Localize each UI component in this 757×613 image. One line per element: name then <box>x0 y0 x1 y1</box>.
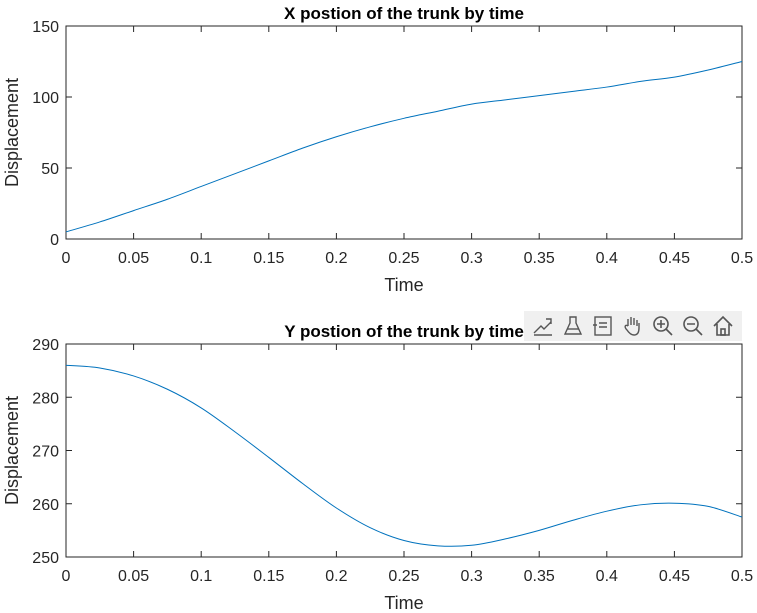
x-tick-label: 0.15 <box>253 568 284 585</box>
zoom-in-icon[interactable] <box>650 313 676 339</box>
series-line <box>65 61 743 233</box>
x-tick-label: 0 <box>62 250 71 267</box>
chart-title: Y postion of the trunk by time <box>284 322 524 341</box>
export-icon[interactable] <box>530 313 556 339</box>
axes-x-position: 0 0.05 0.1 0.15 0.2 0.25 0.3 0.35 0.4 0.45 0.5 0 50 1… <box>2 4 753 295</box>
y-axis-label: Displacement <box>2 78 22 187</box>
y-tick-label: 100 <box>32 90 59 107</box>
x-tick-label: 0.3 <box>460 250 482 267</box>
x-tick-label: 0.15 <box>253 250 284 267</box>
home-icon[interactable] <box>710 313 736 339</box>
y-tick-label: 260 <box>32 497 59 514</box>
x-tick-label: 0.5 <box>731 250 753 267</box>
datatip-icon[interactable] <box>590 313 616 339</box>
x-tick-label: 0.05 <box>118 250 149 267</box>
y-tick-label: 150 <box>32 19 59 36</box>
y-tick-label: 280 <box>32 390 59 407</box>
y-tick-label: 50 <box>41 161 59 178</box>
series-line <box>65 364 743 547</box>
brush-icon[interactable] <box>560 313 586 339</box>
x-tick-label: 0.5 <box>731 568 753 585</box>
axes-y-position: 0 0.05 0.1 0.15 0.2 0.25 0.3 0.35 0.4 0.45 0.5 250 2… <box>2 322 753 613</box>
y-axis-label: Displacement <box>2 396 22 505</box>
y-tick-label: 250 <box>32 550 59 567</box>
axes-toolbar <box>524 311 742 341</box>
plot-area <box>65 343 743 558</box>
pan-icon[interactable] <box>620 313 646 339</box>
x-tick-label: 0.4 <box>596 250 618 267</box>
x-tick-label: 0.2 <box>325 568 347 585</box>
x-axis-label: Time <box>384 593 423 613</box>
x-tick-label: 0.35 <box>524 568 555 585</box>
zoom-out-icon[interactable] <box>680 313 706 339</box>
x-tick-label: 0.25 <box>388 250 419 267</box>
y-tick-label: 290 <box>32 337 59 354</box>
chart-title: X postion of the trunk by time <box>284 4 524 23</box>
x-axis-label: Time <box>384 275 423 295</box>
x-tick-label: 0.4 <box>596 568 618 585</box>
plot-area <box>65 25 743 240</box>
y-tick-label: 270 <box>32 444 59 461</box>
x-tick-label: 0.45 <box>659 250 690 267</box>
x-tick-label: 0.35 <box>524 250 555 267</box>
x-tick-label: 0.45 <box>659 568 690 585</box>
y-tick-label: 0 <box>50 232 59 249</box>
x-tick-label: 0.3 <box>460 568 482 585</box>
x-tick-label: 0.25 <box>388 568 419 585</box>
x-tick-label: 0 <box>62 568 71 585</box>
x-tick-label: 0.1 <box>190 568 212 585</box>
x-tick-label: 0.1 <box>190 250 212 267</box>
x-tick-label: 0.2 <box>325 250 347 267</box>
x-tick-label: 0.05 <box>118 568 149 585</box>
